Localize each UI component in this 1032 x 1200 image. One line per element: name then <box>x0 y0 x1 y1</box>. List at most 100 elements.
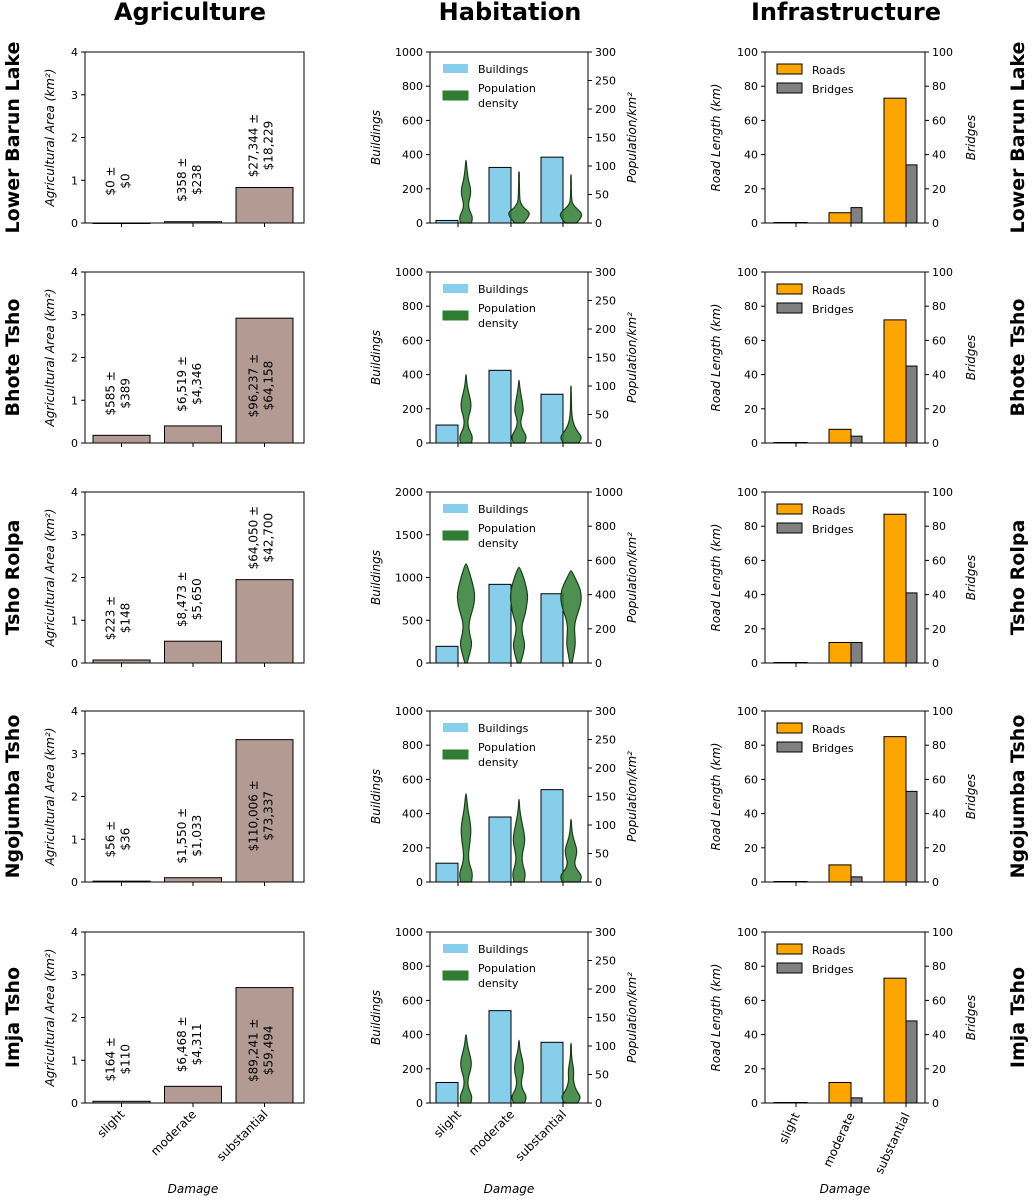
bridges-bar <box>850 207 863 224</box>
cost-label-line: $358 ± <box>175 158 189 202</box>
panel-grid: Lower Barun Lake Lower Barun Lake Bhote Ts… <box>2 42 1029 1196</box>
cost-label-line: $8,473 ± <box>175 571 189 627</box>
population-violin <box>512 798 526 883</box>
y2-tick-label: 40 <box>932 1029 946 1042</box>
row-label-left: Lower Barun Lake <box>2 42 24 234</box>
legend-swatch-population <box>442 310 469 321</box>
y-axis-label: Buildings <box>369 110 383 165</box>
buildings-bar <box>488 583 512 664</box>
y2-tick-label: 200 <box>595 103 616 116</box>
cost-label: $89,241 ±$59,494 <box>247 1019 276 1083</box>
panel-infrastructure: 0 20 40 60 80 100 0 20 40 60 80 100 Road Length (km)… <box>709 486 978 670</box>
y2-tick-label: 150 <box>595 1012 616 1025</box>
y2-axis-label: Population/km² <box>625 972 639 1063</box>
buildings-bar <box>435 1081 459 1104</box>
y-tick-label: 20 <box>744 403 758 416</box>
y2-tick-label: 300 <box>595 46 616 59</box>
legend-label-population: Population density <box>478 522 536 550</box>
y2-tick-label: 200 <box>595 762 616 775</box>
cost-label: $585 ±$389 <box>104 371 133 415</box>
y-tick-label: 80 <box>744 300 758 313</box>
y-tick-label: 40 <box>744 149 758 162</box>
y-axis-label: Road Length (km) <box>709 964 723 1072</box>
y-tick-label: 20 <box>744 1063 758 1076</box>
population-violin <box>459 1033 473 1104</box>
y2-axis-label: Bridges <box>964 115 978 160</box>
legend-swatch-population <box>442 90 469 101</box>
legend-label-population: Population density <box>478 962 536 990</box>
population-violin <box>511 1039 527 1104</box>
y-tick-label: 1 <box>71 174 78 187</box>
y-tick-label: 4 <box>71 486 78 499</box>
y2-tick-label: 300 <box>595 266 616 279</box>
row-label-left: Imja Tsho <box>2 967 24 1068</box>
x-category-label: moderate <box>148 1107 199 1158</box>
cost-label-line: $42,700 <box>262 513 276 563</box>
buildings-bar <box>435 862 459 883</box>
y-tick-label: 1 <box>71 614 78 627</box>
panel-infrastructure: 0 20 40 60 80 100 0 20 40 60 80 100 Road Length (km)… <box>709 926 978 1196</box>
y-tick-label: 40 <box>744 808 758 821</box>
legend-swatch-bridges <box>776 522 803 534</box>
y2-tick-label: 250 <box>595 295 616 308</box>
y2-tick-label: 300 <box>595 705 616 718</box>
y-tick-label: 3 <box>71 89 78 102</box>
cost-label-line: $238 <box>190 164 204 195</box>
legend-swatch-buildings <box>443 504 468 513</box>
cost-label: $6,468 ±$4,311 <box>175 1016 204 1072</box>
buildings-bar <box>540 393 564 444</box>
cost-label-line: $6,519 ± <box>175 356 189 412</box>
panel-agriculture: $56 ±$36 $1,550 ±$1,033 $110,006 ±$73,337 0… <box>43 705 305 889</box>
y-tick-label: 1000 <box>395 926 423 939</box>
legend-label-population: Population density <box>478 302 536 330</box>
cost-label: $64,050 ±$42,700 <box>247 506 276 570</box>
x-category-label: substantial <box>872 1110 913 1176</box>
y2-tick-label: 20 <box>932 842 946 855</box>
y-tick-label: 100 <box>737 486 758 499</box>
population-violin <box>459 792 473 883</box>
plot-frame <box>764 491 926 664</box>
row-label-left: Tsho Rolpa <box>2 520 24 636</box>
x-category-label: substantial <box>512 1107 569 1164</box>
y-tick-label: 60 <box>744 994 758 1007</box>
y2-tick-label: 800 <box>595 520 616 533</box>
y-tick-label: 600 <box>402 114 423 127</box>
y2-tick-label: 60 <box>932 114 946 127</box>
y2-tick-label: 100 <box>932 266 953 279</box>
y2-axis-label: Population/km² <box>625 312 639 403</box>
legend-label-buildings: Buildings <box>478 943 529 956</box>
y2-tick-label: 100 <box>595 160 616 173</box>
legend-label-line: density <box>478 756 519 769</box>
buildings-bar <box>540 156 564 224</box>
legend-swatch-roads <box>776 63 803 75</box>
legend-label-bridges: Bridges <box>812 523 854 536</box>
legend-label-buildings: Buildings <box>478 63 529 76</box>
y-tick-label: 80 <box>744 520 758 533</box>
y-tick-label: 60 <box>744 554 758 567</box>
y-tick-label: 0 <box>416 217 423 230</box>
y-tick-label: 60 <box>744 114 758 127</box>
cost-label-line: $110 <box>119 1044 133 1075</box>
y-tick-label: 100 <box>737 46 758 59</box>
y-tick-label: 80 <box>744 960 758 973</box>
legend-label-buildings: Buildings <box>478 722 529 735</box>
population-violin <box>459 159 473 224</box>
y-axis-label: Buildings <box>369 769 383 824</box>
plot-frame <box>764 931 926 1104</box>
buildings-bar <box>488 369 512 444</box>
y-axis-label: Agricultural Area (km²) <box>43 69 57 208</box>
y2-tick-label: 50 <box>595 1069 609 1082</box>
panel-agriculture: $164 ±$110 $6,468 ±$4,311 $89,241 ±$59,494… <box>43 926 305 1196</box>
plot-frame <box>764 271 926 444</box>
y-tick-label: 3 <box>71 969 78 982</box>
legend-label-bridges: Bridges <box>812 303 854 316</box>
legend-label-roads: Roads <box>812 64 846 77</box>
y2-tick-label: 60 <box>932 994 946 1007</box>
legend-swatch-bridges <box>776 962 803 974</box>
y2-axis-label: Population/km² <box>625 532 639 623</box>
population-violin <box>456 563 476 664</box>
cost-label-line: $73,337 <box>262 791 276 841</box>
y2-tick-label: 0 <box>595 217 602 230</box>
population-violin <box>560 570 582 664</box>
y2-tick-label: 80 <box>932 300 946 313</box>
